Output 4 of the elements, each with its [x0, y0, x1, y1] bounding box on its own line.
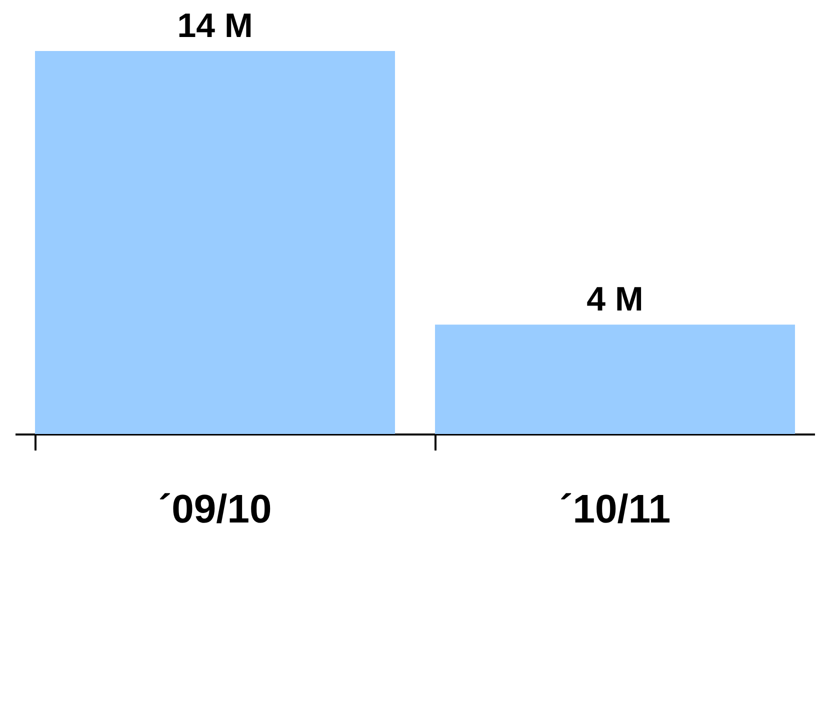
data-label: 14 M	[177, 7, 253, 45]
x-tick-label: ´10/11	[559, 488, 671, 532]
x-tick-label: ´09/10	[158, 488, 272, 532]
data-label: 4 M	[586, 280, 644, 319]
